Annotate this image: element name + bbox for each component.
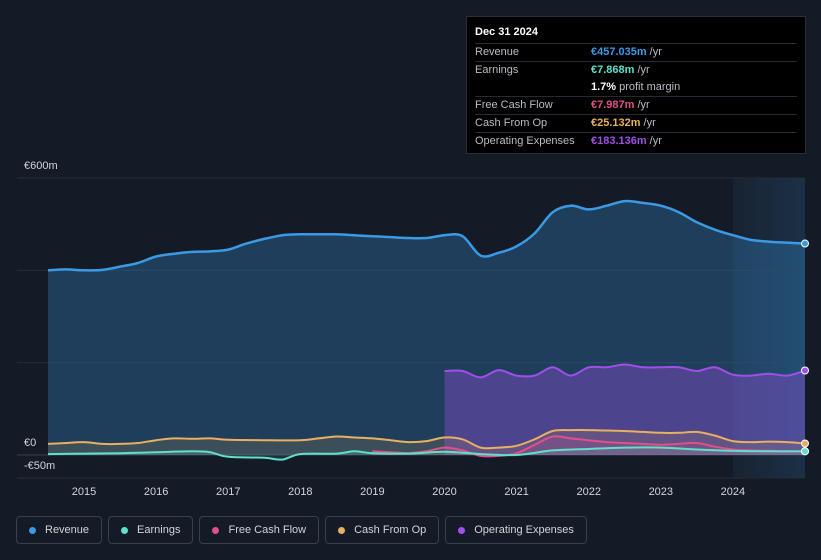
tooltip-value: €7.868m xyxy=(591,64,635,76)
tooltip-label: Cash From Op xyxy=(475,117,548,129)
y-tick-top: €600m xyxy=(24,160,58,172)
legend-label: Operating Expenses xyxy=(474,524,574,536)
series-areas xyxy=(48,201,805,460)
line-revenue xyxy=(47,199,806,272)
legend-label: Earnings xyxy=(137,524,181,536)
legend-item-earnings[interactable]: Earnings xyxy=(108,516,194,544)
endpoint-operating_expenses xyxy=(801,366,809,375)
tooltip-row-cash-from-op: Cash From Op €25.132m /yr xyxy=(475,114,797,132)
legend-label: Revenue xyxy=(45,524,90,536)
line-cash_from_op xyxy=(47,428,806,450)
tooltip-value: 1.7% xyxy=(591,81,617,93)
tooltip-row-revenue: Revenue €457.035m /yr xyxy=(475,43,797,61)
area-operating_expenses xyxy=(444,364,805,455)
legend-item-revenue[interactable]: Revenue xyxy=(16,516,103,544)
gridlines xyxy=(17,177,805,479)
line-free_cash_flow xyxy=(372,435,806,458)
tooltip-unit: profit margin xyxy=(619,81,681,93)
x-tick-label: 2015 xyxy=(72,486,96,498)
area-free_cash_flow xyxy=(372,436,805,457)
x-tick-label: 2016 xyxy=(144,486,168,498)
legend-dot-icon xyxy=(338,526,346,534)
tooltip-row-earnings: Earnings €7.868m /yr xyxy=(475,61,797,79)
tooltip-label: Revenue xyxy=(475,46,520,58)
tooltip-value: €183.136m xyxy=(591,135,647,147)
x-tick-label: 2017 xyxy=(216,486,240,498)
tooltip-row-free-cash-flow: Free Cash Flow €7.987m /yr xyxy=(475,96,797,114)
tooltip-row-profit-margin: 1.7% profit margin xyxy=(475,79,797,96)
endpoint-revenue xyxy=(801,239,809,248)
legend-dot-icon xyxy=(121,526,129,534)
tooltip-value: €457.035m xyxy=(591,46,647,58)
tooltip-value: €7.987m xyxy=(591,99,635,111)
area-revenue xyxy=(48,201,805,455)
tooltip-label xyxy=(475,79,591,96)
legend-item-operating-expenses[interactable]: Operating Expenses xyxy=(445,516,587,544)
series-lines xyxy=(47,199,806,461)
tooltip-date: Dec 31 2024 xyxy=(475,26,538,38)
tooltip-row-operating-expenses: Operating Expenses €183.136m /yr xyxy=(475,132,797,150)
legend-dot-icon xyxy=(29,526,36,534)
line-operating_expenses xyxy=(444,363,806,379)
legend-label: Free Cash Flow xyxy=(228,524,307,536)
x-tick-label: 2022 xyxy=(576,486,600,498)
endpoint-earnings xyxy=(801,447,809,456)
tooltip-unit: /yr xyxy=(643,117,656,129)
legend-label: Cash From Op xyxy=(354,524,427,536)
legend-dot-icon xyxy=(458,526,466,534)
chart-legend: Revenue Earnings Free Cash Flow Cash Fro… xyxy=(16,516,587,546)
x-tick-label: 2019 xyxy=(360,486,384,498)
legend-dot-icon xyxy=(212,526,220,534)
series-endpoints xyxy=(801,239,809,456)
data-tooltip: Dec 31 2024 Revenue €457.035m /yr Earnin… xyxy=(466,16,806,154)
y-tick-bottom: -€50m xyxy=(24,460,56,472)
x-tick-label: 2021 xyxy=(504,486,528,498)
tooltip-unit: /yr xyxy=(649,135,662,147)
x-tick-label: 2020 xyxy=(432,486,456,498)
highlight-region xyxy=(732,178,805,478)
tooltip-label: Free Cash Flow xyxy=(475,99,553,111)
tooltip-unit: /yr xyxy=(649,46,662,58)
endpoint-cash_from_op xyxy=(801,439,809,448)
legend-item-cash-from-op[interactable]: Cash From Op xyxy=(325,516,440,544)
tooltip-label: Operating Expenses xyxy=(475,135,575,147)
y-tick-zero: €0 xyxy=(24,437,37,449)
tooltip-label: Earnings xyxy=(475,64,519,76)
tooltip-unit: /yr xyxy=(637,64,650,76)
line-earnings xyxy=(47,446,806,461)
x-axis-ticks: 2015 2016 2017 2018 2019 2020 2021 2022 2023 2024 xyxy=(72,486,745,498)
tooltip-value: €25.132m xyxy=(591,117,641,129)
x-tick-label: 2024 xyxy=(721,486,745,498)
x-tick-label: 2018 xyxy=(288,486,312,498)
legend-item-free-cash-flow[interactable]: Free Cash Flow xyxy=(199,516,320,544)
x-tick-label: 2023 xyxy=(649,486,673,498)
tooltip-unit: /yr xyxy=(637,99,650,111)
